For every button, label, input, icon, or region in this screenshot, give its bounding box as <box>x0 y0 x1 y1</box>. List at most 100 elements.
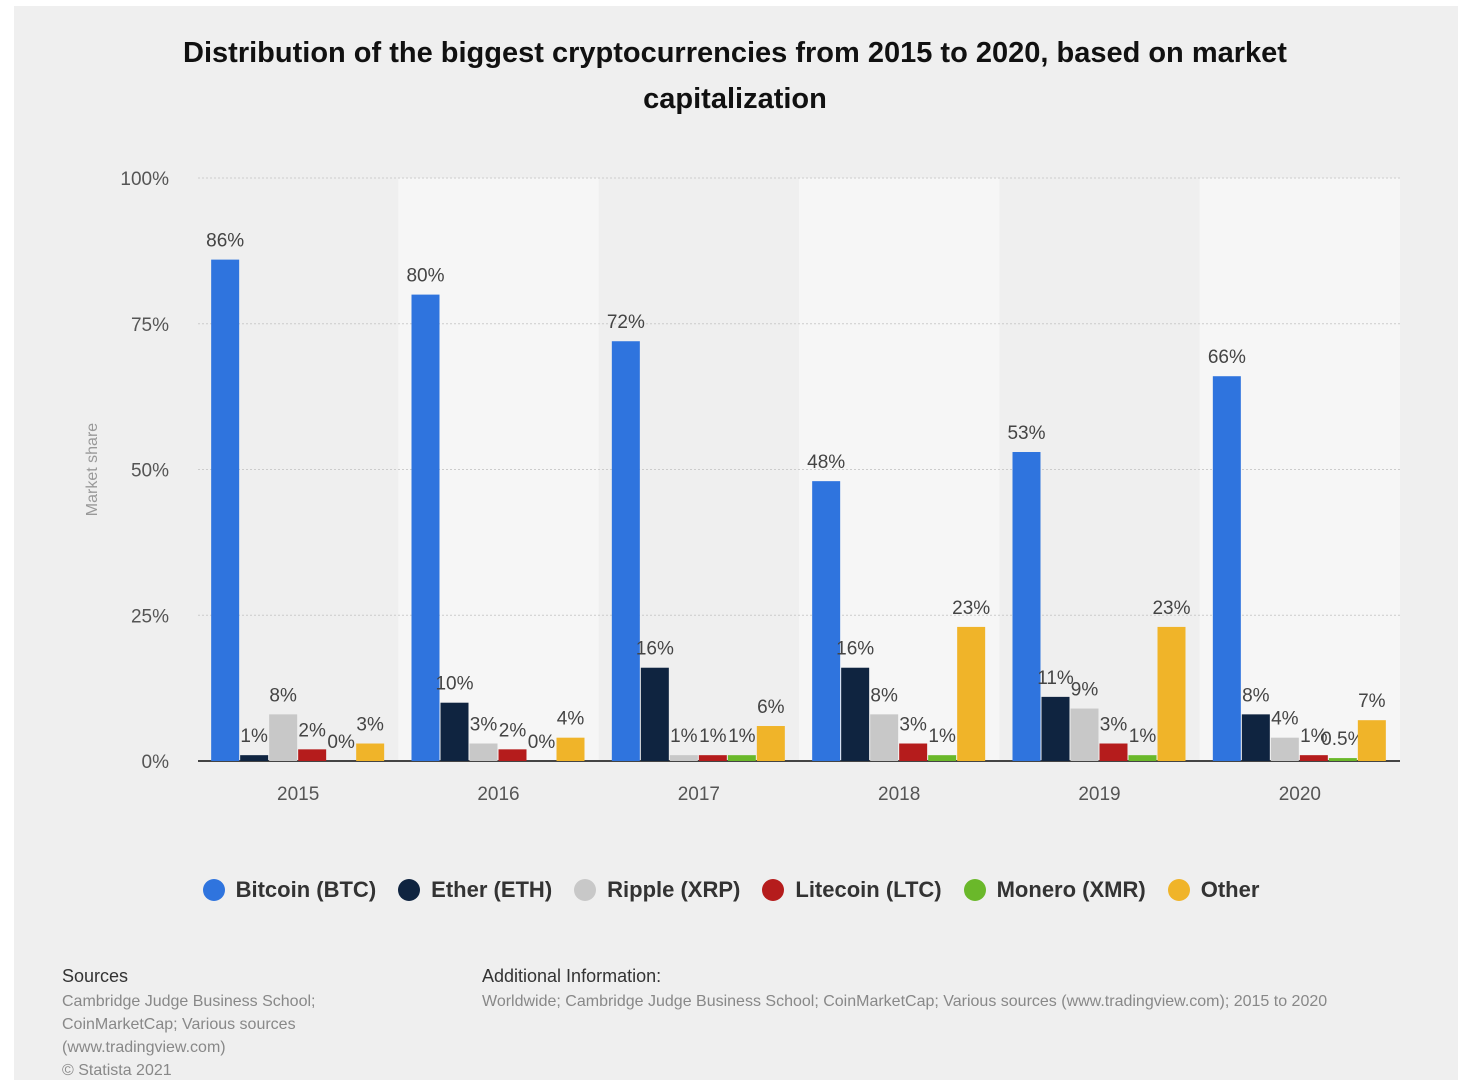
data-label: 80% <box>406 266 444 287</box>
legend-swatch <box>963 879 986 901</box>
y-tick-label: 25% <box>131 606 169 627</box>
data-label: 16% <box>636 639 674 660</box>
legend-swatch <box>762 879 785 901</box>
x-tick-label: 2020 <box>1279 784 1321 805</box>
data-label: 0.5% <box>1321 729 1364 750</box>
bar <box>727 755 756 761</box>
data-label: 0% <box>528 732 556 753</box>
bar <box>669 755 698 761</box>
y-tick-label: 0% <box>142 752 170 773</box>
bar <box>928 755 957 761</box>
bar <box>1270 737 1299 761</box>
bar <box>1099 743 1128 761</box>
additional-info-heading: Additional Information: <box>482 966 662 986</box>
sources-line: (www.tradingview.com) <box>62 1039 226 1056</box>
sources-text: Cambridge Judge Business School; CoinMar… <box>62 990 392 1082</box>
bar <box>469 743 498 761</box>
bar <box>240 755 269 761</box>
legend-label: Litecoin (LTC) <box>795 877 942 902</box>
legend-item[interactable]: Litecoin (LTC) <box>762 877 942 903</box>
y-axis-title: Market share <box>84 423 101 516</box>
x-tick-label: 2019 <box>1078 784 1120 805</box>
data-label: 86% <box>206 231 244 252</box>
additional-info-text: Worldwide; Cambridge Judge Business Scho… <box>482 993 1328 1010</box>
x-tick-label: 2017 <box>678 784 720 805</box>
data-label: 8% <box>870 685 898 706</box>
data-label: 1% <box>240 726 268 747</box>
data-label: 3% <box>356 715 384 736</box>
data-label: 4% <box>1271 709 1299 730</box>
legend-label: Ether (ETH) <box>431 877 553 902</box>
sources-line: Cambridge Judge Business School; <box>62 993 316 1010</box>
data-label: 72% <box>607 312 645 333</box>
data-label: 4% <box>557 709 585 730</box>
data-label: 8% <box>269 685 297 706</box>
bar <box>1328 758 1357 761</box>
bar <box>1357 720 1386 761</box>
bar <box>756 726 785 761</box>
copyright-line: © Statista 2021 <box>62 1062 172 1079</box>
data-label: 0% <box>327 732 355 753</box>
data-label: 1% <box>1300 726 1328 747</box>
y-tick-label: 50% <box>131 461 169 482</box>
data-label: 48% <box>807 452 845 473</box>
legend-swatch <box>1167 879 1190 901</box>
bar <box>1241 714 1270 761</box>
bar <box>1070 708 1099 761</box>
x-tick-label: 2018 <box>878 784 920 805</box>
legend-swatch <box>202 879 225 901</box>
legend-item[interactable]: Bitcoin (BTC) <box>202 877 377 903</box>
x-tick-label: 2016 <box>477 784 519 805</box>
data-label: 23% <box>1152 598 1190 619</box>
legend-label: Bitcoin (BTC) <box>235 877 377 902</box>
bar <box>356 743 385 761</box>
data-label: 1% <box>699 726 727 747</box>
bar <box>611 341 640 761</box>
legend-item[interactable]: Ether (ETH) <box>398 877 552 903</box>
bar <box>298 749 327 761</box>
data-label: 3% <box>470 715 498 736</box>
data-label: 16% <box>836 639 874 660</box>
data-label: 10% <box>435 674 473 695</box>
bar <box>269 714 298 761</box>
chart-legend: Bitcoin (BTC) Ether (ETH) Ripple (XRP) Lite… <box>0 870 1462 910</box>
bar <box>411 294 440 761</box>
data-label: 9% <box>1071 680 1099 701</box>
bar <box>1128 755 1157 761</box>
data-label: 1% <box>728 726 756 747</box>
data-label: 6% <box>757 697 785 718</box>
data-label: 3% <box>1100 715 1128 736</box>
bar <box>1299 755 1328 761</box>
data-label: 7% <box>1358 691 1386 712</box>
bar <box>498 749 527 761</box>
bar <box>841 667 870 761</box>
bar-chart: 0%25%50%75%100%Market share86%1%8%2%0%3%… <box>84 169 1400 805</box>
data-label: 1% <box>928 726 956 747</box>
bar <box>957 626 986 761</box>
data-label: 53% <box>1007 423 1045 444</box>
data-label: 66% <box>1208 347 1246 368</box>
y-tick-label: 75% <box>131 315 169 336</box>
legend-label: Other <box>1200 877 1260 902</box>
bar <box>211 259 240 761</box>
y-tick-label: 100% <box>120 169 169 190</box>
sources-heading: Sources <box>62 966 129 986</box>
legend-swatch <box>398 879 421 901</box>
data-label: 2% <box>298 720 326 741</box>
bar <box>640 667 669 761</box>
bar <box>556 737 585 761</box>
sources-line: CoinMarketCap; Various sources <box>62 1016 296 1033</box>
chart-title: Distribution of the biggest cryptocurren… <box>183 37 1287 115</box>
data-label: 1% <box>1129 726 1157 747</box>
data-label: 8% <box>1242 685 1270 706</box>
legend-item[interactable]: Other <box>1167 877 1260 903</box>
data-label: 3% <box>899 715 927 736</box>
legend-swatch <box>574 879 597 901</box>
bar <box>1041 696 1070 761</box>
data-label: 1% <box>670 726 698 747</box>
legend-item[interactable]: Monero (XMR) <box>963 877 1146 903</box>
bar <box>440 702 469 761</box>
bar <box>698 755 727 761</box>
legend-item[interactable]: Ripple (XRP) <box>574 877 740 903</box>
bar <box>1012 452 1041 761</box>
